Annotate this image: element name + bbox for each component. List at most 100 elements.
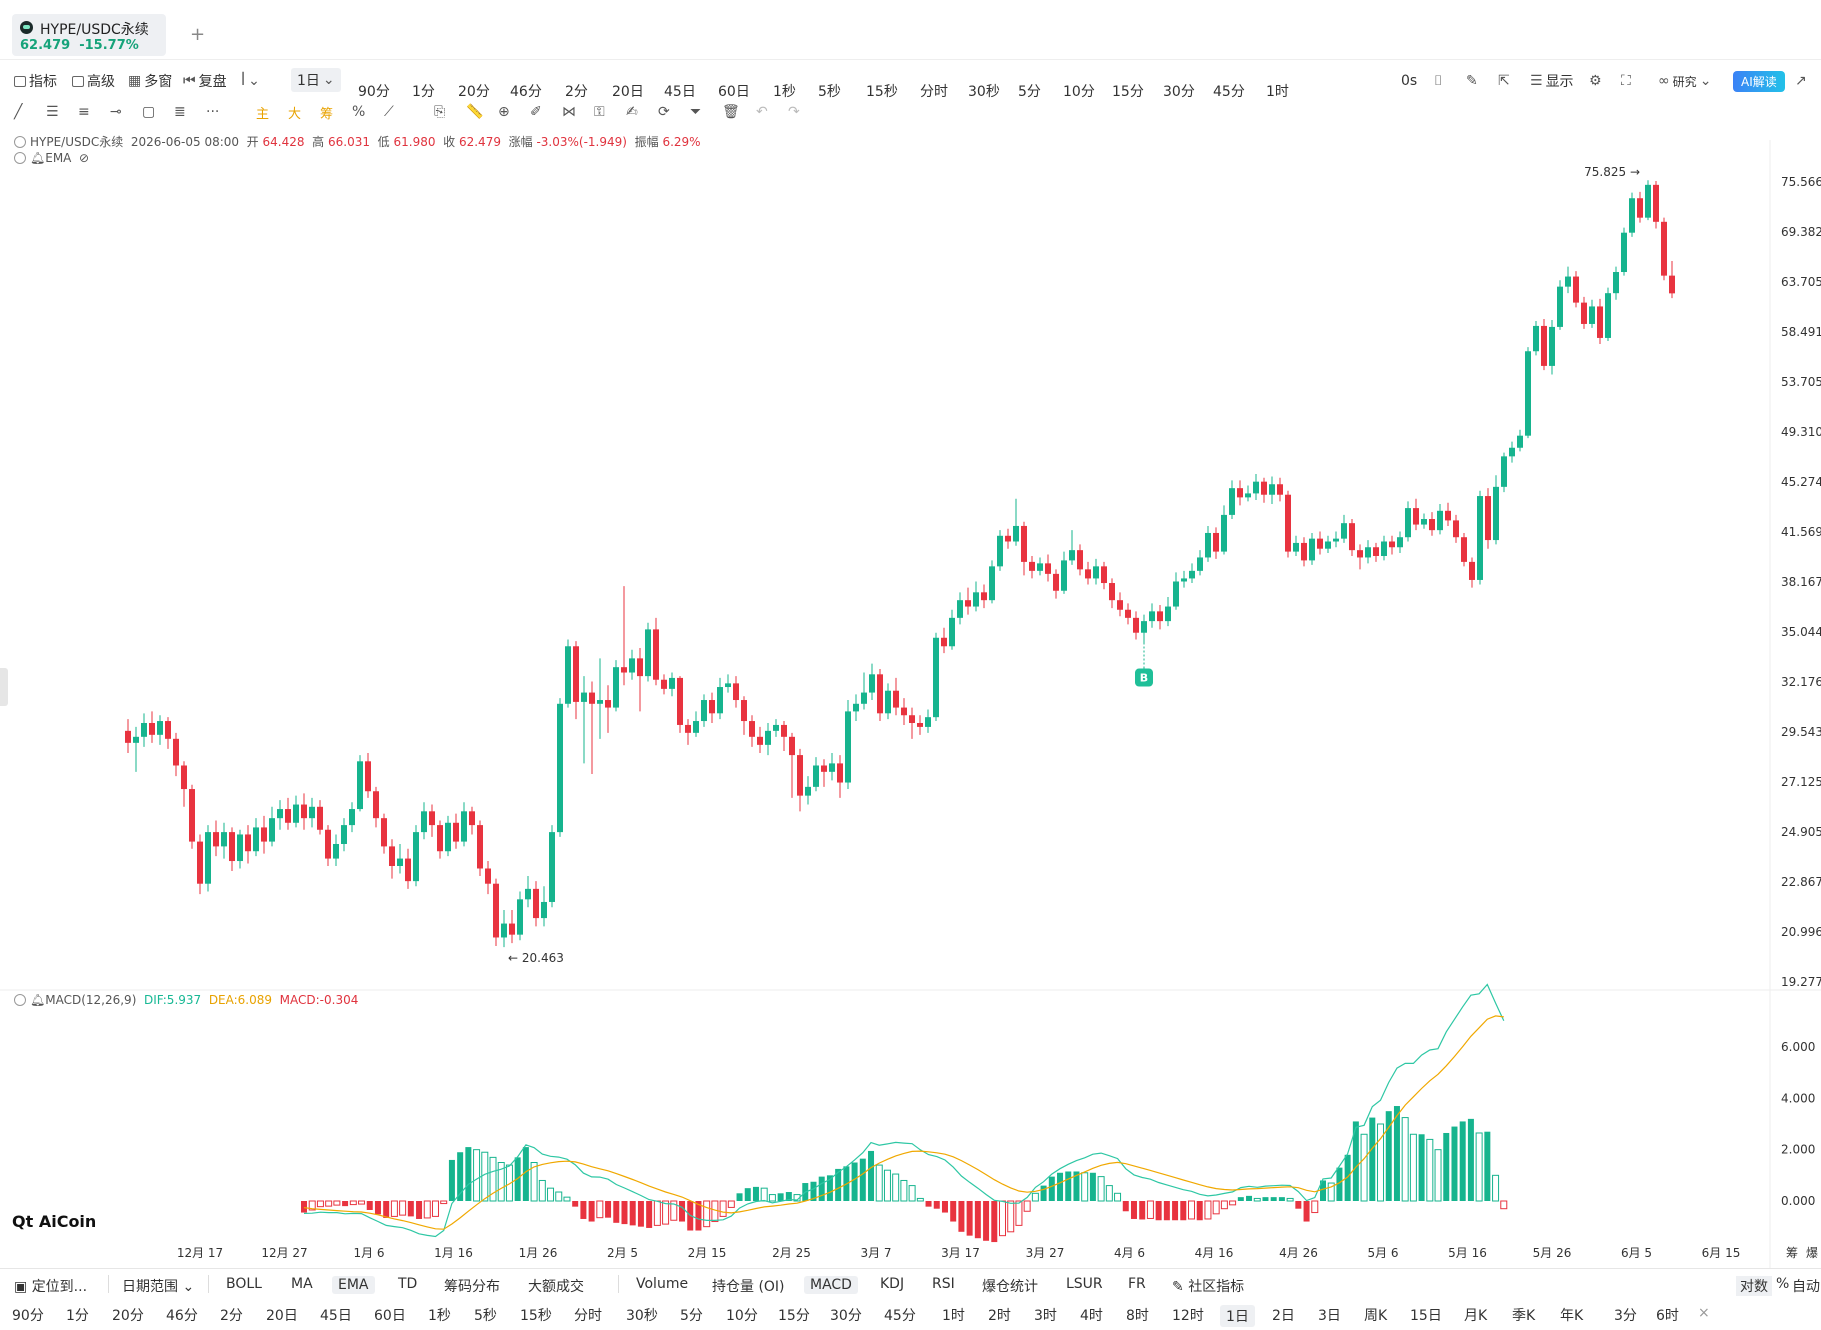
bottom-interval-2[interactable]: 20分 <box>112 1308 144 1324</box>
bottom-interval-14[interactable]: 10分 <box>726 1308 758 1324</box>
bottom-interval-26[interactable]: 3日 <box>1318 1308 1341 1324</box>
bottom-interval-3[interactable]: 46分 <box>166 1308 198 1324</box>
big-order-button[interactable]: 大 <box>288 106 302 122</box>
close-interval-bar-button[interactable]: × <box>1698 1305 1710 1321</box>
bottom-interval-30[interactable]: 季K <box>1512 1308 1536 1324</box>
more-tools-icon[interactable]: ··· <box>206 104 220 120</box>
copy-icon[interactable]: ⎘ <box>434 104 446 120</box>
bottom-interval-32[interactable]: 3分 <box>1614 1308 1637 1324</box>
sub-indicator-1[interactable]: 持仓量 (OI) <box>712 1279 785 1295</box>
tab-hype-usdc[interactable]: HYPE/USDC永续 62.479 -15.77% <box>12 14 166 56</box>
hline-tool-icon[interactable]: ⊸ <box>110 104 122 120</box>
bottom-interval-29[interactable]: 月K <box>1464 1308 1488 1324</box>
chip-button[interactable]: 筹 <box>320 106 334 122</box>
chart-type-button[interactable]: ꟾ ⌄ <box>241 73 260 89</box>
camera-icon[interactable]: ⌷ <box>1434 73 1443 89</box>
bottom-interval-31[interactable]: 年K <box>1560 1308 1584 1324</box>
bottom-interval-7[interactable]: 60日 <box>374 1308 406 1324</box>
interval-11[interactable]: 分时 <box>920 84 948 100</box>
interval-14[interactable]: 10分 <box>1063 84 1095 100</box>
community-indicator-button[interactable]: ✎ 社区指标 <box>1172 1279 1245 1295</box>
share-icon[interactable]: ⇱ <box>1498 73 1510 89</box>
bell-icon[interactable]: 🔔︎ <box>30 993 46 1007</box>
bottom-interval-4[interactable]: 2分 <box>220 1308 243 1324</box>
bottom-interval-6[interactable]: 45日 <box>320 1308 352 1324</box>
lock-icon[interactable]: ⚿ <box>594 104 605 120</box>
bottom-interval-27[interactable]: 周K <box>1364 1308 1388 1324</box>
magnet-icon[interactable]: ⋈ <box>562 104 576 120</box>
ai-analysis-button[interactable]: AI解读 <box>1733 70 1785 92</box>
bottom-interval-0[interactable]: 90分 <box>12 1308 44 1324</box>
interval-4[interactable]: 2分 <box>565 84 588 100</box>
interval-13[interactable]: 5分 <box>1018 84 1041 100</box>
interval-18[interactable]: 1时 <box>1266 84 1289 100</box>
bell-icon[interactable]: 🔔︎ <box>30 151 46 165</box>
bottom-interval-10[interactable]: 15秒 <box>520 1308 552 1324</box>
left-panel-handle[interactable] <box>0 668 8 706</box>
locate-button[interactable]: ▣ 定位到... <box>14 1279 88 1295</box>
pen-icon[interactable]: ✎ <box>1466 73 1478 89</box>
log-scale-button[interactable]: 对数 <box>1736 1276 1772 1296</box>
sub-indicator-7[interactable]: FR <box>1128 1276 1146 1292</box>
sub-indicator-6[interactable]: LSUR <box>1066 1276 1103 1292</box>
interval-0[interactable]: 90分 <box>358 84 390 100</box>
main-indicator-5[interactable]: 大额成交 <box>528 1279 584 1295</box>
sync-icon[interactable]: ⟳ <box>658 104 670 120</box>
fib-tool-icon[interactable]: ≣ <box>174 104 186 120</box>
sub-indicator-0[interactable]: Volume <box>636 1276 689 1292</box>
bottom-interval-13[interactable]: 5分 <box>680 1308 703 1324</box>
settings-icon[interactable]: ⚙ <box>1589 73 1602 89</box>
channel-tool-icon[interactable]: ≡ <box>78 104 90 120</box>
brush-icon[interactable]: ✐ <box>530 104 542 120</box>
line-tool-icon[interactable]: ╱ <box>14 104 23 120</box>
interval-15[interactable]: 15分 <box>1112 84 1144 100</box>
advanced-button[interactable]: 高级 <box>72 71 115 91</box>
trash-icon[interactable]: 🗑 <box>722 104 740 120</box>
bottom-interval-12[interactable]: 30秒 <box>626 1308 658 1324</box>
replay-button[interactable]: ⏮ 复盘 <box>183 73 227 90</box>
bottom-interval-1[interactable]: 1分 <box>66 1308 89 1324</box>
date-range-button[interactable]: 日期范围 ⌄ <box>122 1279 195 1295</box>
main-chart-button[interactable]: 主 <box>256 106 270 122</box>
bottom-interval-9[interactable]: 5秒 <box>474 1308 497 1324</box>
bottom-interval-16[interactable]: 30分 <box>830 1308 862 1324</box>
bottom-interval-18[interactable]: 1时 <box>942 1308 965 1324</box>
bottom-interval-25[interactable]: 2日 <box>1272 1308 1295 1324</box>
research-button[interactable]: ∞ 研究 ⌄ <box>1658 73 1712 89</box>
collapse-icon[interactable] <box>14 152 26 164</box>
bottom-interval-17[interactable]: 45分 <box>884 1308 916 1324</box>
rect-tool-icon[interactable]: ▢ <box>142 104 156 120</box>
interval-8[interactable]: 1秒 <box>773 84 796 100</box>
seconds-button[interactable]: 0s <box>1401 73 1418 89</box>
interval-6[interactable]: 45日 <box>664 84 696 100</box>
main-indicator-1[interactable]: MA <box>291 1276 313 1292</box>
bottom-interval-23[interactable]: 12时 <box>1172 1308 1204 1324</box>
sub-indicator-3[interactable]: KDJ <box>880 1276 905 1292</box>
undo-icon[interactable]: ↶ <box>756 104 768 120</box>
sub-indicator-5[interactable]: 爆仓统计 <box>982 1279 1038 1295</box>
trend-icon[interactable]: ↗ <box>1795 73 1807 89</box>
collapse-icon[interactable] <box>14 994 26 1006</box>
bottom-interval-33[interactable]: 6时 <box>1656 1308 1679 1324</box>
bottom-interval-21[interactable]: 4时 <box>1080 1308 1103 1324</box>
interval-12[interactable]: 30秒 <box>968 84 1000 100</box>
ruler-icon[interactable]: 📏 <box>466 104 484 120</box>
display-button[interactable]: ☰ 显示 <box>1530 73 1574 90</box>
parallel-tool-icon[interactable]: ☰ <box>46 104 59 120</box>
bottom-interval-5[interactable]: 20日 <box>266 1308 298 1324</box>
zoom-icon[interactable]: ⊕ <box>498 104 510 120</box>
interval-5[interactable]: 20日 <box>612 84 644 100</box>
measure-icon[interactable]: ⟋ <box>384 104 394 120</box>
bottom-interval-15[interactable]: 15分 <box>778 1308 810 1324</box>
sub-indicator-2[interactable]: MACD <box>804 1276 858 1294</box>
fullscreen-icon[interactable]: ⛶ <box>1621 73 1631 89</box>
interval-9[interactable]: 5秒 <box>818 84 841 100</box>
indicator-button[interactable]: 指标 <box>14 71 57 91</box>
bottom-interval-28[interactable]: 15日 <box>1410 1308 1442 1324</box>
bottom-interval-20[interactable]: 3时 <box>1034 1308 1057 1324</box>
interval-17[interactable]: 45分 <box>1213 84 1245 100</box>
chart-canvas[interactable]: 75.566 69.382 63.705 58.491 53.705 49.310 45.2… <box>0 0 1821 1270</box>
multi-window-button[interactable]: ▦ 多窗 <box>128 73 173 90</box>
interval-selector[interactable]: 1日 ⌄ <box>291 68 341 92</box>
bottom-interval-8[interactable]: 1秒 <box>428 1308 451 1324</box>
